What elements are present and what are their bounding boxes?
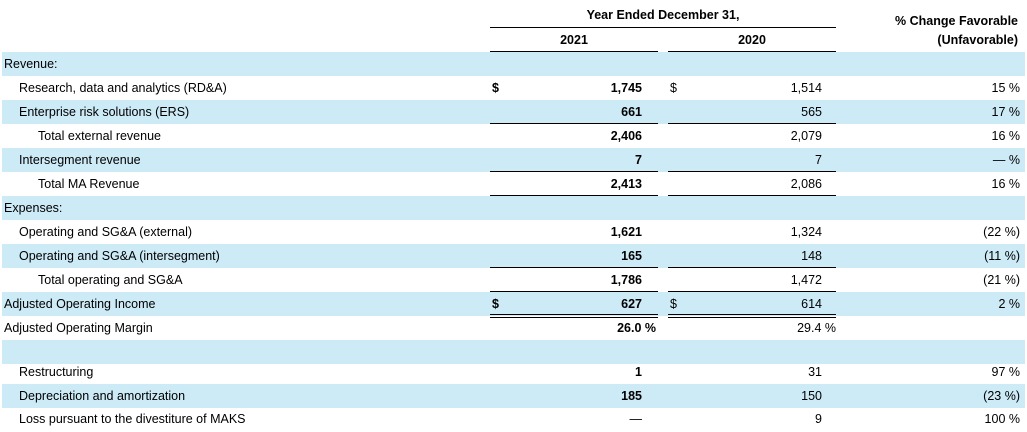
subtotal-rule-2020 xyxy=(668,171,836,172)
subtotal-rule-2020 xyxy=(668,291,836,292)
row-label: Operating and SG&A (intersegment) xyxy=(19,249,220,263)
pct-change: 16 % xyxy=(991,129,1021,143)
pct-change: 15 % xyxy=(991,81,1021,95)
row-label: Intersegment revenue xyxy=(19,153,141,167)
table-row-depreciation: Depreciation and amortization 185 150 (2… xyxy=(2,384,1025,408)
pct-change: — % xyxy=(992,153,1020,167)
dollar-sign-2021: $ xyxy=(492,297,499,311)
year-2021-header: 2021 xyxy=(560,33,588,47)
value-2021: 2,406 xyxy=(610,129,642,143)
table-row-opex-intersegment: Operating and SG&A (intersegment) 165 14… xyxy=(2,244,1025,268)
table-row-adjusted-operating-margin: Adjusted Operating Margin 26.0 % 29.4 % xyxy=(2,316,1025,340)
year-2020-header: 2020 xyxy=(738,33,766,47)
pct-change: (22 %) xyxy=(983,225,1020,239)
value-2020: 9 xyxy=(815,412,822,426)
value-2021: 1,621 xyxy=(610,225,642,239)
total-rule-2020 xyxy=(668,195,836,196)
table-row-total-ma-revenue: Total MA Revenue 2,413 2,086 16 % xyxy=(2,172,1025,196)
value-2020: 1,324 xyxy=(790,225,822,239)
value-2021: 1,786 xyxy=(610,273,642,287)
table-row-spacer xyxy=(2,340,1025,364)
row-label: Expenses: xyxy=(4,201,63,215)
dollar-sign-2020: $ xyxy=(670,81,677,95)
table-row-ers: Enterprise risk solutions (ERS) 661 565 … xyxy=(2,100,1025,124)
table-row-adjusted-operating-income: Adjusted Operating Income $ 627 $ 614 2 … xyxy=(2,292,1025,316)
value-2021: 627 xyxy=(621,297,642,311)
row-label: Revenue: xyxy=(4,57,58,71)
row-label: Adjusted Operating Margin xyxy=(4,321,153,335)
dollar-sign-2021: $ xyxy=(492,81,499,95)
row-label: Operating and SG&A (external) xyxy=(19,225,193,239)
row-label: Total operating and SG&A xyxy=(38,273,183,287)
value-2021: 661 xyxy=(621,105,642,119)
double-rule-2020 xyxy=(668,314,836,318)
value-2021: 165 xyxy=(621,249,642,263)
table-row-expenses-heading: Expenses: xyxy=(2,196,1025,220)
year-2021-rule xyxy=(490,51,658,52)
value-2021: 1,745 xyxy=(610,81,642,95)
row-label: Loss pursuant to the divestiture of MAKS xyxy=(19,412,246,426)
value-2020: 2,079 xyxy=(790,129,822,143)
row-label: Enterprise risk solutions (ERS) xyxy=(19,105,190,119)
table-row-maks-divestiture: Loss pursuant to the divestiture of MAKS… xyxy=(2,407,1025,431)
pct-change-header-line1: % Change Favorable xyxy=(895,14,1018,28)
pct-change-header-line2: (Unfavorable) xyxy=(937,33,1018,47)
table-row-rda: Research, data and analytics (RD&A) $ 1,… xyxy=(2,76,1025,100)
pct-change: 2 % xyxy=(998,297,1020,311)
total-rule-2021 xyxy=(490,195,658,196)
table-row-restructuring: Restructuring 1 31 97 % xyxy=(2,360,1025,384)
double-rule-2021 xyxy=(490,314,658,318)
table-row-intersegment-revenue: Intersegment revenue 7 7 — % xyxy=(2,148,1025,172)
period-header-rule xyxy=(490,27,836,28)
value-2021: 26.0 % xyxy=(617,321,656,335)
row-label: Total MA Revenue xyxy=(38,177,140,191)
table-row-revenue-heading: Revenue: xyxy=(2,52,1025,76)
row-label: Restructuring xyxy=(19,365,94,379)
value-2020: 1,514 xyxy=(790,81,822,95)
dollar-sign-2020: $ xyxy=(670,297,677,311)
table-row-total-opex: Total operating and SG&A 1,786 1,472 (21… xyxy=(2,268,1025,292)
row-label: Depreciation and amortization xyxy=(19,389,186,403)
pct-change: 16 % xyxy=(991,177,1021,191)
pct-change: 97 % xyxy=(991,365,1021,379)
pct-change: 100 % xyxy=(984,412,1020,426)
subtotal-rule-2020 xyxy=(668,123,836,124)
subtotal-rule-2021 xyxy=(490,123,658,124)
value-2020: 150 xyxy=(801,389,822,403)
value-2020: 7 xyxy=(815,153,822,167)
period-header: Year Ended December 31, xyxy=(586,8,740,22)
value-2020: 148 xyxy=(801,249,822,263)
subtotal-rule-2021 xyxy=(490,267,658,268)
value-2021: 7 xyxy=(635,153,642,167)
row-label: Adjusted Operating Income xyxy=(4,297,156,311)
value-2021: 2,413 xyxy=(610,177,642,191)
subtotal-rule-2020 xyxy=(668,267,836,268)
table-row-total-external-revenue: Total external revenue 2,406 2,079 16 % xyxy=(2,124,1025,148)
table-row-opex-external: Operating and SG&A (external) 1,621 1,32… xyxy=(2,220,1025,244)
value-2021: 1 xyxy=(635,365,642,379)
pct-change: (21 %) xyxy=(983,273,1020,287)
value-2020: 2,086 xyxy=(790,177,822,191)
row-label: Total external revenue xyxy=(38,129,161,143)
value-2020: 614 xyxy=(801,297,822,311)
pct-change: 17 % xyxy=(991,105,1021,119)
pct-change: (23 %) xyxy=(983,389,1020,403)
row-label: Research, data and analytics (RD&A) xyxy=(19,81,227,95)
year-2020-rule xyxy=(668,51,836,52)
subtotal-rule-2021 xyxy=(490,171,658,172)
value-2021: 185 xyxy=(621,389,642,403)
value-2021: — xyxy=(629,412,643,426)
pct-change: (11 %) xyxy=(984,249,1020,263)
subtotal-rule-2021 xyxy=(490,291,658,292)
value-2020: 565 xyxy=(801,105,822,119)
value-2020: 1,472 xyxy=(790,273,822,287)
value-2020: 29.4 % xyxy=(797,321,836,335)
value-2020: 31 xyxy=(808,365,822,379)
